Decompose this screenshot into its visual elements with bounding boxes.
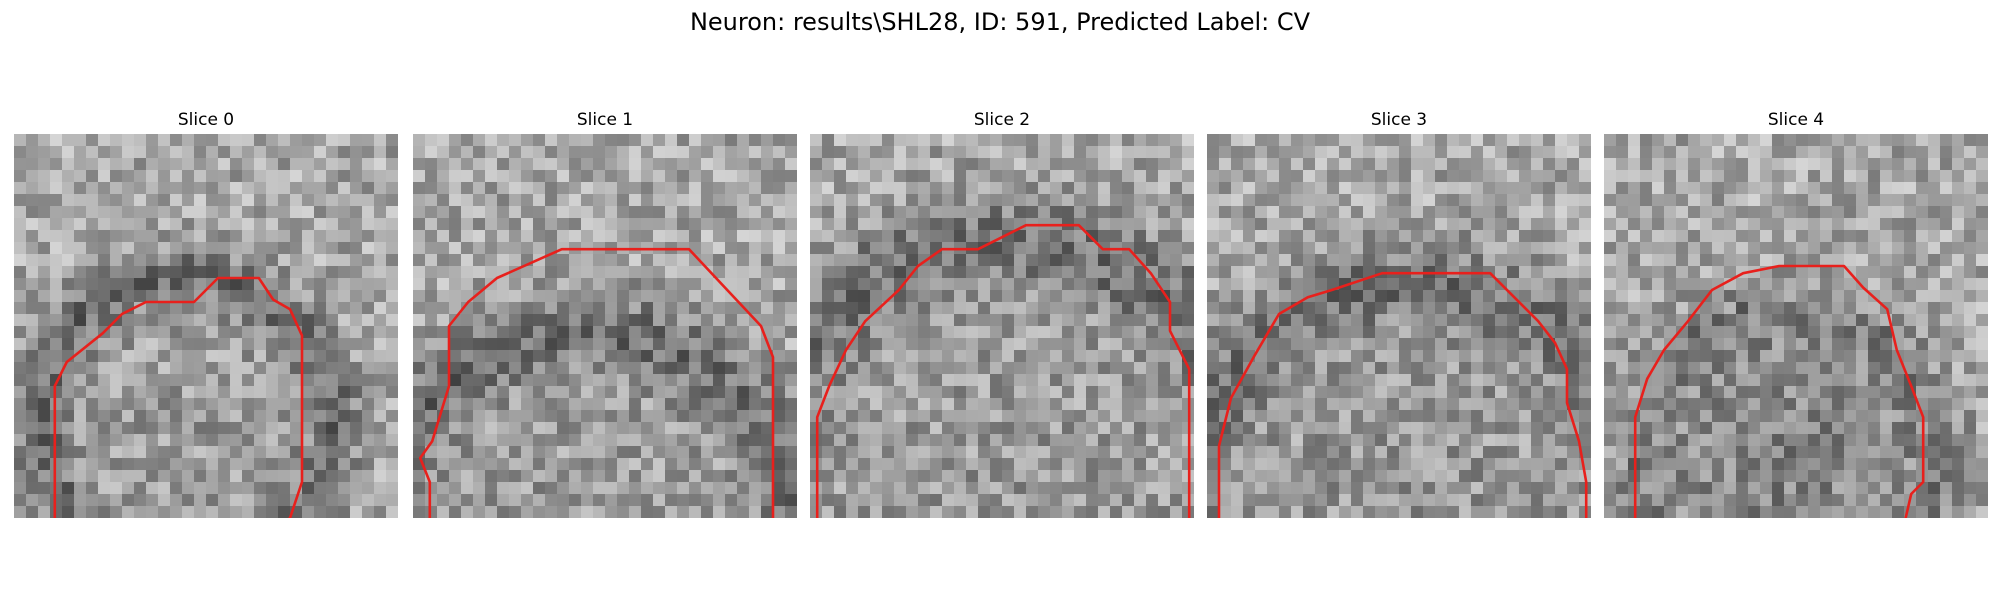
- slice-title-1: Slice 1: [576, 110, 634, 130]
- slice-panel-0: Slice 0: [14, 110, 398, 518]
- slice-panel-3: Slice 3: [1207, 110, 1591, 518]
- slice-panel-1: Slice 1: [413, 110, 797, 518]
- roi-contour: [53, 276, 304, 518]
- slice-image-0: [14, 134, 398, 518]
- slice-image-2: [810, 134, 1194, 518]
- noise-texture: [1604, 134, 1988, 518]
- roi-contour: [1217, 271, 1588, 518]
- noise-texture: [413, 134, 797, 518]
- roi-contour: [1633, 264, 1925, 518]
- slice-title-4: Slice 4: [1767, 110, 1825, 130]
- slice-image-1: [413, 134, 797, 518]
- slice-title-3: Slice 3: [1370, 110, 1428, 130]
- noise-texture: [810, 134, 1194, 518]
- roi-contour: [815, 223, 1191, 518]
- slice-image-4: [1604, 134, 1988, 518]
- noise-texture: [1207, 134, 1591, 518]
- noise-texture: [14, 134, 398, 518]
- slice-title-0: Slice 0: [177, 110, 235, 130]
- slice-image-3: [1207, 134, 1591, 518]
- slice-panel-2: Slice 2: [810, 110, 1194, 518]
- figure-title: Neuron: results\SHL28, ID: 591, Predicte…: [689, 8, 1311, 36]
- roi-contour: [418, 247, 775, 518]
- slice-title-2: Slice 2: [973, 110, 1031, 130]
- slice-panel-4: Slice 4: [1604, 110, 1988, 518]
